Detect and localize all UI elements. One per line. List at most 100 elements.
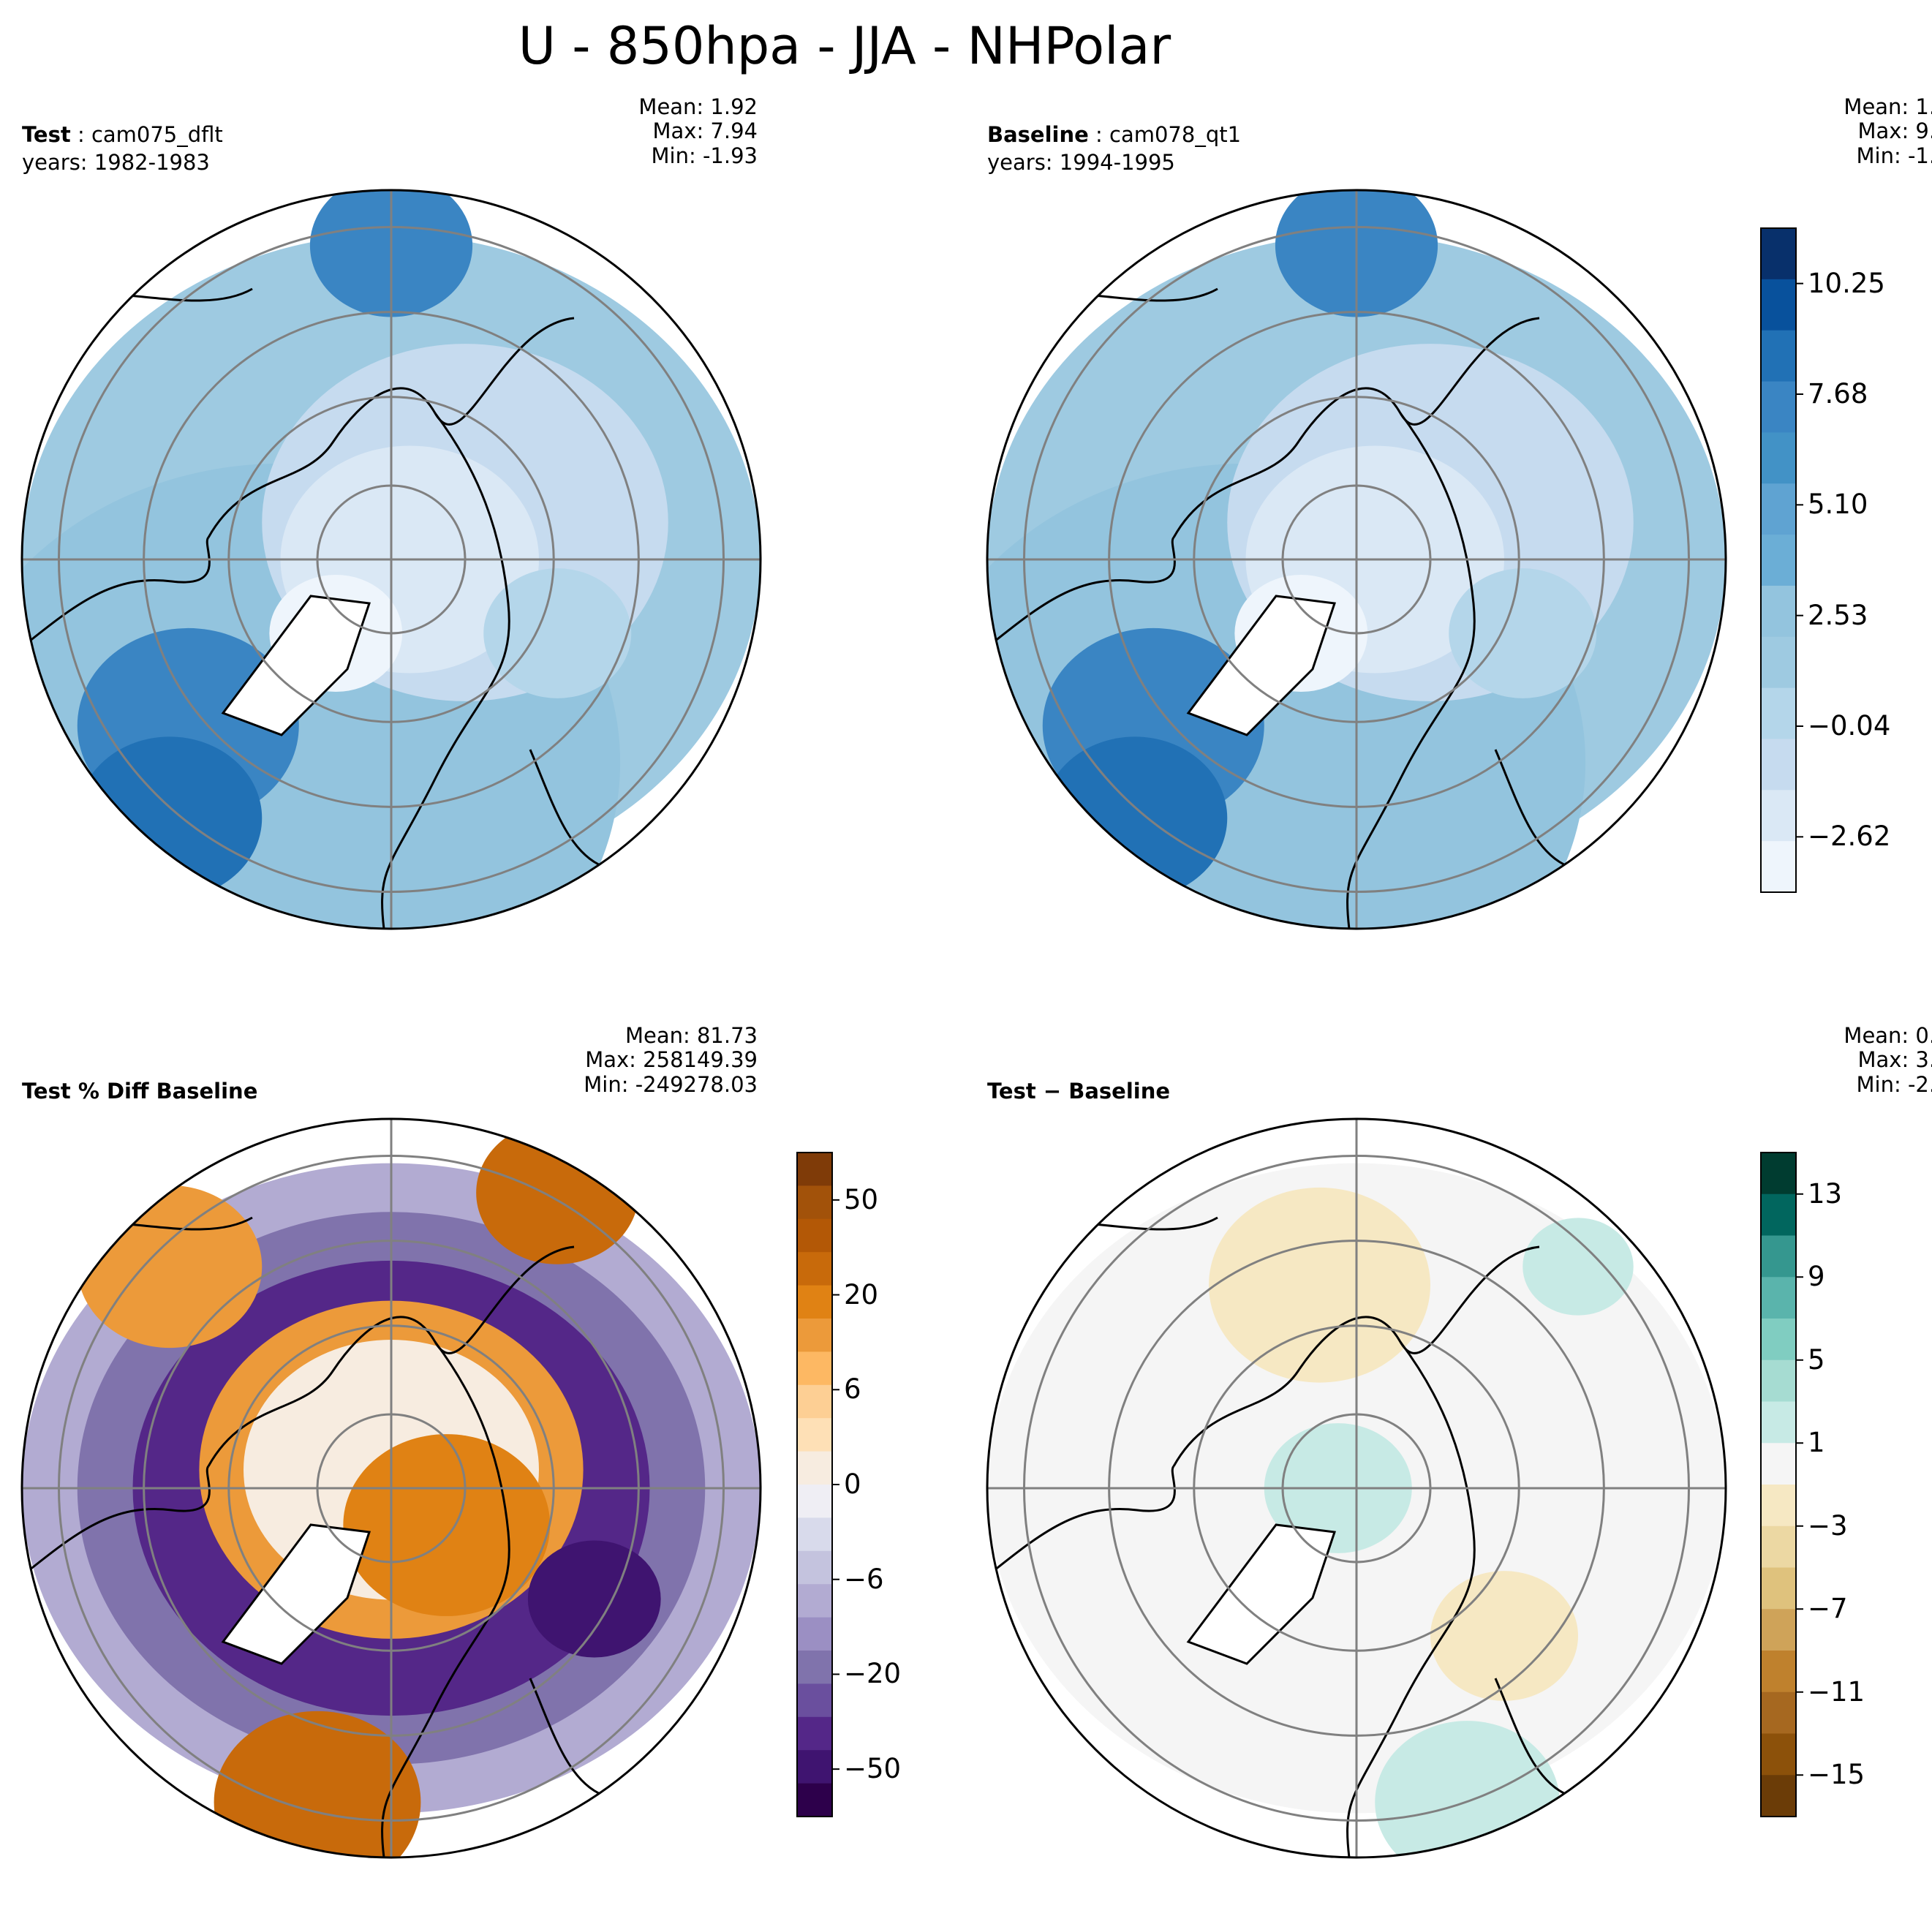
field-contour — [77, 1185, 263, 1349]
colorbar-brbg: 13 9 5 1 −3 −7 −11 −15 — [1760, 1152, 1865, 1817]
panel-stats: Mean: 0.08Max: 3.86Min: -2.95 — [1844, 1023, 1932, 1097]
colorbar-tick-label: −3 — [1808, 1509, 1848, 1542]
colorbar-tick-label: 13 — [1808, 1177, 1843, 1210]
colorbar-tick-label: −11 — [1808, 1675, 1865, 1708]
panel-stats: Mean: 81.73 Max: 258149.39 Min: -249278.03 — [584, 1023, 758, 1097]
colorbar-tick-label: −6 — [844, 1563, 884, 1595]
polar-map — [20, 189, 762, 930]
panel-test: Test : cam075_dflt years: 1982-1983 Mean… — [0, 88, 965, 987]
colorbar-swatch — [797, 1716, 832, 1751]
field-contour — [1522, 1218, 1634, 1316]
colorbar-swatches — [1760, 227, 1803, 893]
field-contour — [214, 1711, 421, 1857]
colorbar-tick-label: 5.10 — [1808, 489, 1868, 521]
colorbar-swatch — [797, 1584, 832, 1618]
panel-stats: Mean: 1.92 Max: 7.94 Min: -1.93 — [638, 94, 758, 168]
coastlines — [22, 1216, 604, 1857]
graticule — [987, 190, 1726, 929]
colorbar-swatch — [1761, 1525, 1796, 1568]
colorbar-tick-label: −50 — [844, 1753, 902, 1785]
panel-title: Test − Baseline — [987, 1079, 1171, 1104]
colorbar-swatch — [1761, 1485, 1796, 1527]
colorbar-swatch — [797, 1153, 832, 1186]
colorbar-tick-label: −7 — [1808, 1593, 1848, 1625]
map-boundary — [20, 189, 762, 930]
colorbar-tick-label: 5 — [1808, 1343, 1825, 1376]
graticule — [987, 1119, 1726, 1857]
colorbar-swatch — [797, 1252, 832, 1286]
polar-map — [20, 1117, 762, 1859]
colorbar-blues: 10.25 7.68 5.10 2.53 −0.04 −2.62 — [1760, 227, 1890, 893]
field-contour — [527, 1540, 661, 1658]
panel-years: years: 1994-1995 — [987, 150, 1175, 175]
colorbar-tick-label: −0.04 — [1808, 710, 1891, 742]
colorbar-swatches — [1760, 1152, 1803, 1817]
field-contour — [1449, 568, 1597, 698]
colorbar-swatch — [797, 1517, 832, 1552]
panel-diff: Test − Baseline Mean: 0.08Max: 3.86Min: … — [965, 1017, 1932, 1916]
panel-stats: Mean: 1.84Max: 9.21Min: -1.59 — [1844, 94, 1932, 168]
colorbar-swatch — [797, 1351, 832, 1386]
colorbar-swatch — [797, 1218, 832, 1253]
colorbar-swatch — [1761, 1359, 1796, 1402]
graticule — [22, 190, 761, 929]
colorbar-swatch — [1761, 841, 1796, 893]
colorbar-swatch — [1761, 687, 1796, 739]
figure-title: U - 850hpa - JJA - NHPolar — [518, 16, 1171, 76]
colorbar-swatch — [1761, 585, 1796, 638]
colorbar-swatch — [797, 1683, 832, 1718]
colorbar-tick-label: 20 — [844, 1278, 879, 1310]
map-boundary — [986, 189, 1727, 930]
colorbar-swatch — [1761, 381, 1796, 433]
field-contour — [1430, 1571, 1578, 1701]
colorbar-swatch — [797, 1617, 832, 1651]
colorbar-tick-label: 1 — [1808, 1427, 1825, 1459]
colorbar-swatch — [1761, 279, 1796, 331]
colorbar-tick-label: 2.53 — [1808, 599, 1868, 631]
colorbar-swatch — [1761, 228, 1796, 280]
colorbar-swatch — [797, 1651, 832, 1684]
panel-pct-diff: Test % Diff Baseline Mean: 81.73 Max: 258… — [0, 1017, 965, 1916]
colorbar-swatch — [1761, 790, 1796, 842]
colorbar-swatch — [797, 1485, 832, 1518]
colorbar-tick-label: 6 — [844, 1373, 861, 1406]
colorbar-swatch — [797, 1451, 832, 1485]
map-boundary — [986, 1117, 1727, 1859]
colorbar-swatch — [1761, 1651, 1796, 1693]
colorbar-swatch — [1761, 1319, 1796, 1361]
colorbar-tick-label: 50 — [844, 1183, 879, 1215]
field-contour — [343, 1434, 551, 1616]
colorbar-tick-label: −20 — [844, 1658, 902, 1690]
field-contour — [1042, 736, 1228, 899]
colorbar-swatch — [797, 1750, 832, 1784]
colorbar-swatch — [1761, 1443, 1796, 1485]
colorbar-swatch — [1761, 535, 1796, 587]
colorbar-swatches — [796, 1152, 839, 1817]
field-contour — [77, 736, 263, 899]
colorbar-swatch — [1761, 483, 1796, 535]
field-contour — [1209, 1187, 1430, 1383]
colorbar-swatch — [797, 1783, 832, 1817]
panel-title: Test : cam075_dflt — [22, 122, 223, 147]
graticule — [22, 1119, 761, 1857]
colorbar-swatch — [1761, 330, 1796, 382]
polar-map — [986, 189, 1727, 930]
colorbar-puor: 50 20 6 0 −6 −20 −50 — [796, 1152, 901, 1817]
greenland-mask — [1188, 596, 1335, 735]
greenland-mask — [223, 596, 369, 735]
polar-map — [986, 1117, 1727, 1859]
colorbar-tick-label: 0 — [844, 1468, 861, 1500]
colorbar-swatch — [797, 1185, 832, 1220]
greenland-mask — [223, 1525, 369, 1664]
colorbar-swatch — [797, 1550, 832, 1585]
map-boundary — [20, 1117, 762, 1859]
colorbar-swatch — [1761, 1277, 1796, 1319]
panel-years: years: 1982-1983 — [22, 150, 210, 175]
colorbar-swatch — [1761, 1733, 1796, 1776]
panel-title: Test % Diff Baseline — [22, 1079, 258, 1104]
panel-title: Baseline : cam078_qt1 — [987, 122, 1242, 147]
colorbar-swatch — [1761, 432, 1796, 484]
colorbar-swatch — [1761, 1567, 1796, 1610]
colorbar-swatch — [1761, 636, 1796, 689]
colorbar-tick-label: 10.25 — [1808, 267, 1885, 299]
